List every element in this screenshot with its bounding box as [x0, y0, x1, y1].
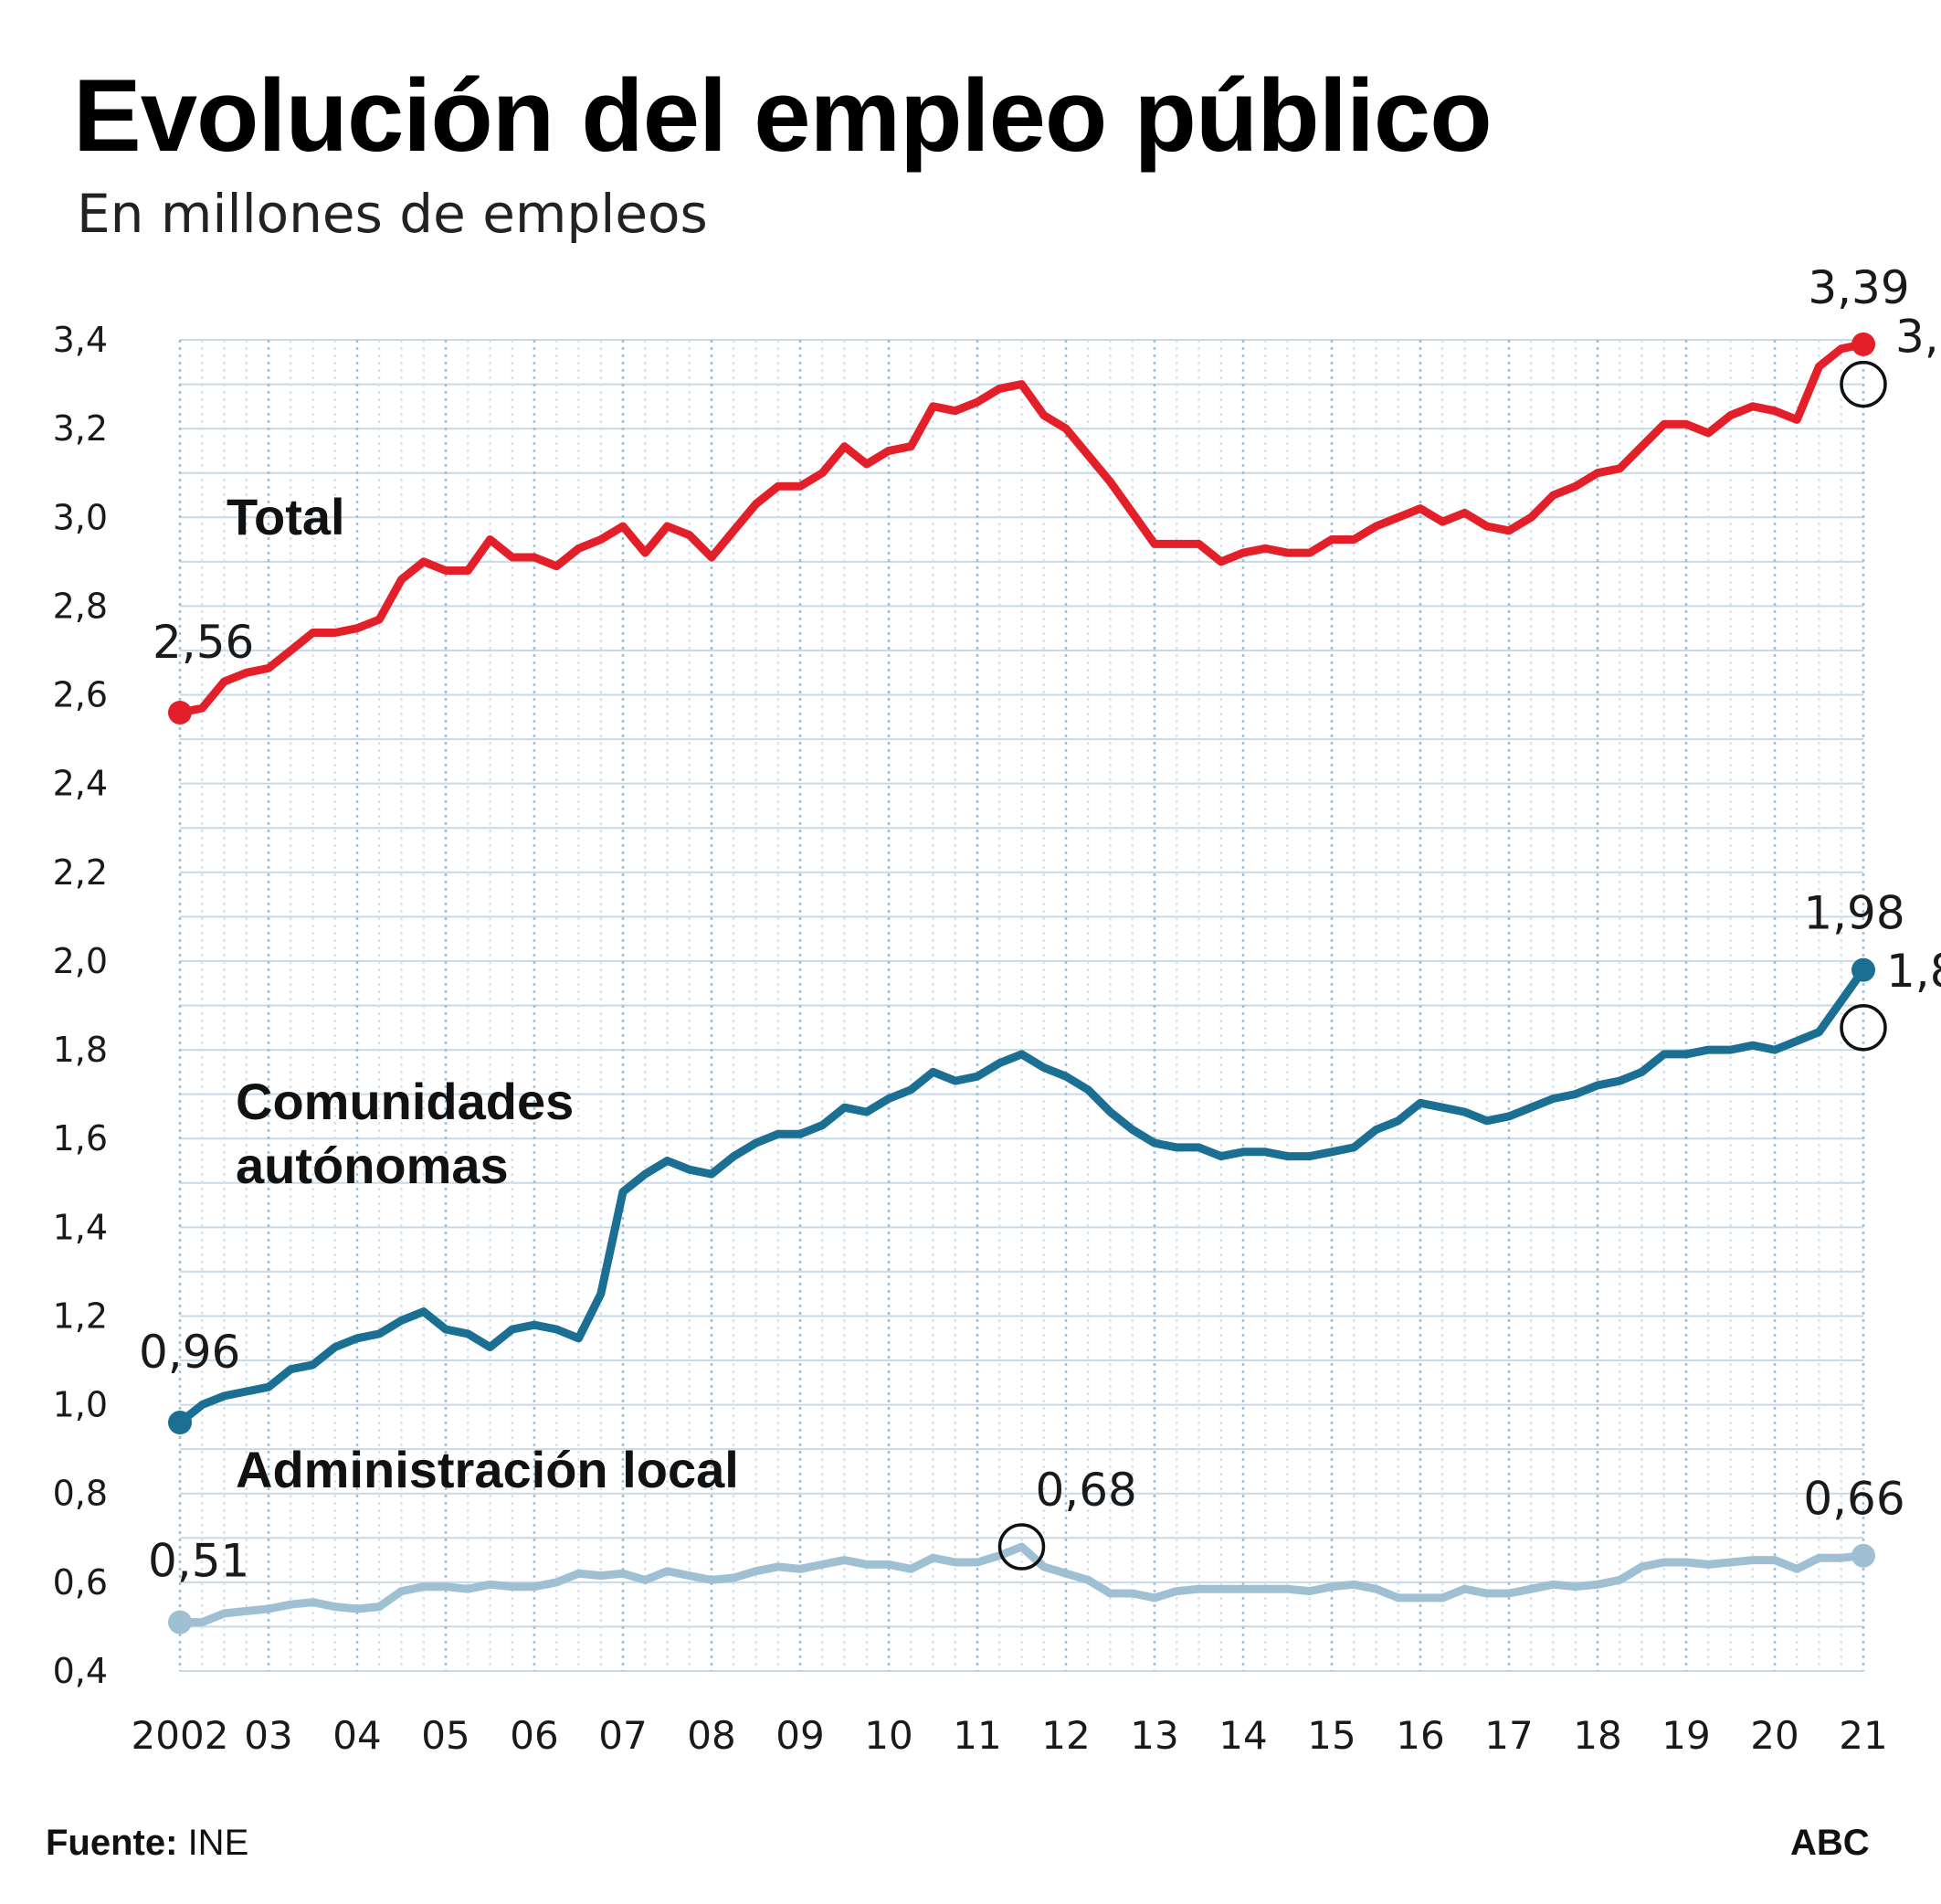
y-tick-label: 0,6	[53, 1562, 108, 1603]
x-tick-label: 12	[1041, 1713, 1090, 1758]
peak-value-label: 1,85	[1886, 945, 1941, 998]
source-value: INE	[187, 1823, 249, 1863]
y-tick-label: 1,2	[53, 1296, 108, 1336]
y-tick-label: 3,0	[53, 497, 108, 537]
chart-markers	[168, 332, 1887, 1634]
chart-grid	[178, 339, 1865, 1672]
x-tick-label: 15	[1307, 1713, 1356, 1758]
start-value-label: 2,56	[153, 616, 254, 669]
series-name-label: Administración local	[236, 1441, 739, 1498]
y-axis: 0,4 0,6 0,8 1,0 1,2 1,4 1,6 1,8 2,0 2,2 2,4 2,6 2,8 3…	[53, 320, 108, 1691]
peak-value-label: 0,68	[1036, 1464, 1137, 1517]
x-tick-label: 11	[953, 1713, 1001, 1758]
series-line	[175, 340, 1868, 717]
x-axis: 2002 03 04 05 06 07 08 09 10 11 12 13 14 15 16 17 18 19 20…	[132, 1713, 1888, 1758]
peak-marker	[997, 1523, 1046, 1571]
peak-value-label: 3,30	[1895, 311, 1941, 364]
end-value-label: 3,39	[1808, 261, 1909, 314]
source-note: Fuente: INE	[46, 1823, 248, 1864]
y-tick-label: 1,8	[53, 1030, 108, 1070]
y-tick-label: 2,8	[53, 586, 108, 626]
brand-logo: ABC	[1790, 1823, 1870, 1863]
x-tick-label: 14	[1218, 1713, 1267, 1758]
x-tick-label: 17	[1484, 1713, 1533, 1758]
end-point	[1851, 332, 1875, 356]
end-value-label: 0,66	[1803, 1473, 1904, 1526]
y-tick-label: 2,2	[53, 852, 108, 893]
y-tick-label: 0,4	[53, 1651, 108, 1691]
y-tick-label: 3,2	[53, 408, 108, 449]
series-name-label: Total	[227, 488, 345, 545]
chart-labels: Total 2,56 3,303,39 Comunidades autónomas 0,9…	[139, 261, 1941, 1588]
x-tick-label: 21	[1839, 1713, 1887, 1758]
series-name-line: Comunidades	[236, 1073, 574, 1130]
x-tick-label: 04	[332, 1713, 381, 1758]
y-tick-label: 1,6	[53, 1118, 108, 1158]
y-tick-label: 2,6	[53, 675, 108, 715]
x-tick-label: 06	[510, 1713, 558, 1758]
x-tick-label: 08	[687, 1713, 735, 1758]
y-tick-label: 1,0	[53, 1385, 108, 1425]
start-value-label: 0,96	[139, 1326, 240, 1379]
series-name-line: autónomas	[236, 1137, 509, 1194]
peak-marker	[1840, 360, 1887, 408]
chart-title: Evolución del empleo público	[73, 58, 1493, 173]
y-tick-label: 2,0	[53, 941, 108, 981]
x-tick-label: 2002	[132, 1713, 229, 1758]
end-point	[1851, 1543, 1875, 1568]
y-tick-label: 1,4	[53, 1207, 108, 1247]
end-point	[1851, 957, 1875, 982]
series-name-label: Comunidades autónomas	[236, 1073, 574, 1194]
chart-series	[175, 340, 1868, 1627]
start-value-label: 0,51	[148, 1535, 249, 1588]
x-tick-label: 13	[1130, 1713, 1178, 1758]
x-tick-label: 16	[1396, 1713, 1444, 1758]
x-tick-label: 20	[1750, 1713, 1799, 1758]
start-point	[168, 1610, 192, 1634]
source-label: Fuente:	[46, 1823, 178, 1863]
y-tick-label: 0,8	[53, 1474, 108, 1514]
x-tick-label: 09	[775, 1713, 824, 1758]
x-tick-label: 05	[421, 1713, 469, 1758]
x-tick-label: 19	[1661, 1713, 1710, 1758]
y-tick-label: 2,4	[53, 764, 108, 804]
start-point	[168, 1411, 192, 1435]
x-tick-label: 18	[1573, 1713, 1621, 1758]
x-tick-label: 03	[244, 1713, 292, 1758]
x-tick-label: 10	[864, 1713, 912, 1758]
start-point	[168, 700, 192, 725]
end-value-label: 1,98	[1803, 887, 1904, 940]
x-tick-label: 07	[598, 1713, 647, 1758]
chart-subtitle: En millones de empleos	[77, 183, 708, 245]
series-line	[175, 1542, 1868, 1627]
peak-marker	[1840, 1004, 1887, 1052]
series-line	[175, 966, 1868, 1427]
y-tick-label: 3,4	[53, 320, 108, 360]
